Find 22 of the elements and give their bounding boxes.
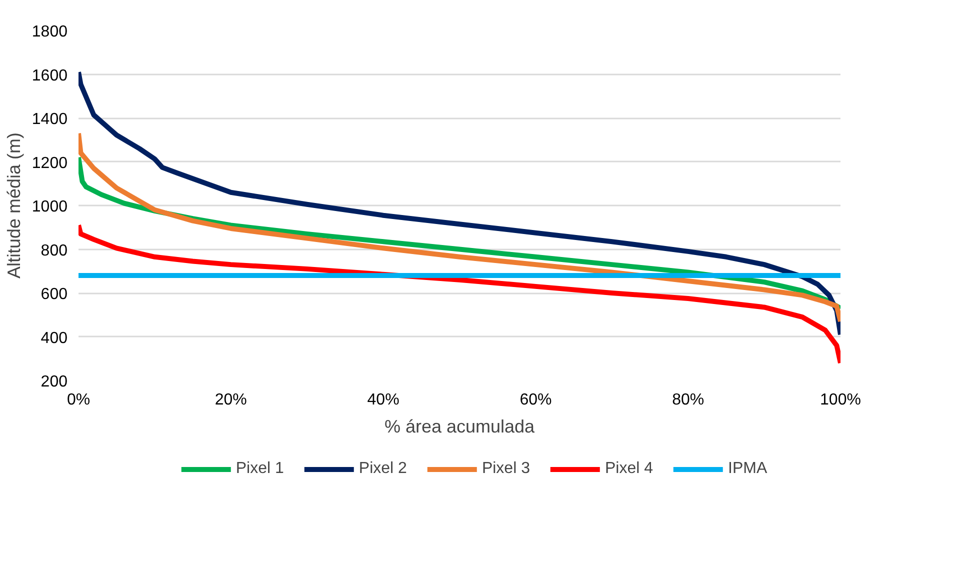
y-tick-label: 600 — [40, 286, 68, 303]
y-tick-label: 800 — [40, 242, 68, 260]
x-tick-label: 40% — [367, 392, 400, 408]
x-tick-label: 80% — [672, 392, 704, 408]
legend-label: Pixel 1 — [236, 460, 284, 478]
x-axis-title: % área acumulada — [384, 416, 536, 436]
legend-label: IPMA — [728, 460, 768, 478]
legend-label: Pixel 2 — [358, 460, 407, 478]
y-tick-label: 1000 — [32, 198, 68, 216]
x-tick-label: 60% — [520, 392, 552, 408]
y-tick-label: 1400 — [32, 111, 68, 128]
y-tick-label: 1600 — [32, 67, 68, 84]
x-tick-label: 100% — [820, 392, 861, 408]
y-tick-label: 1200 — [32, 154, 68, 172]
y-tick-label: 200 — [40, 374, 68, 390]
x-tick-label: 20% — [214, 392, 247, 408]
y-tick-label: 400 — [40, 330, 68, 347]
y-tick-label: 1800 — [32, 24, 68, 40]
x-tick-label: 0% — [66, 392, 90, 408]
y-axis-title: Altitude média (m) — [4, 132, 24, 279]
legend-label: Pixel 3 — [482, 460, 530, 478]
legend-label: Pixel 4 — [604, 460, 653, 478]
